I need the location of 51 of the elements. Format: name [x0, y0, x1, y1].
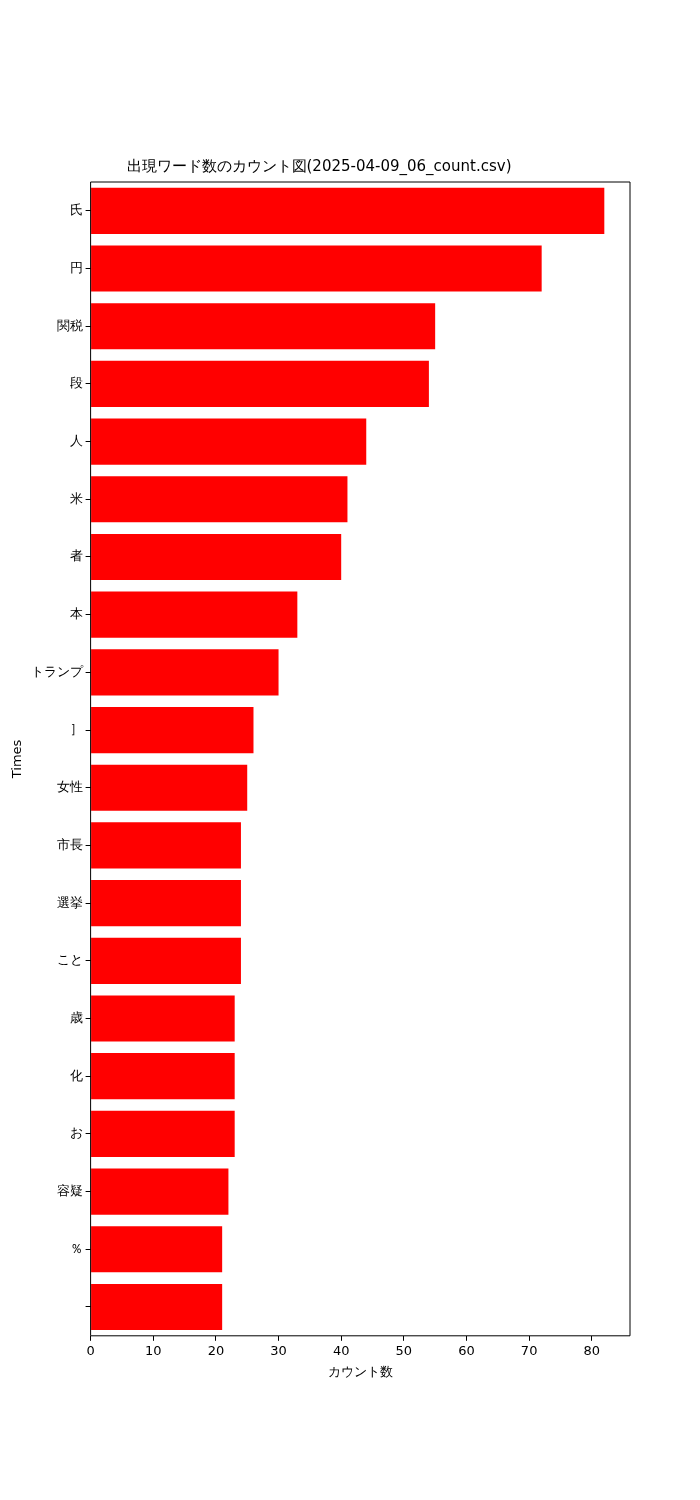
- y-tick-label: ％: [69, 1240, 83, 1256]
- y-tick-label: 本: [69, 606, 83, 622]
- y-tick-label: 女性: [56, 779, 83, 795]
- bar: [91, 245, 542, 292]
- bar: [91, 880, 241, 927]
- y-tick-label: 円: [69, 259, 83, 275]
- bar: [91, 303, 436, 350]
- y-tick-label: 人: [69, 432, 83, 448]
- bar: [91, 1168, 229, 1215]
- bar: [91, 591, 298, 638]
- bar: [91, 418, 367, 465]
- bar: [91, 476, 348, 523]
- bar: [91, 649, 279, 696]
- bar: [91, 533, 342, 581]
- bar: [91, 187, 605, 234]
- y-tick-label: 歳: [69, 1009, 83, 1025]
- x-tick-label: 50: [395, 1342, 413, 1358]
- y-tick-label: 化: [69, 1067, 83, 1083]
- y-tick-label: こと: [56, 952, 83, 968]
- y-tick-label: ］: [69, 721, 83, 737]
- bar: [91, 1053, 235, 1100]
- y-tick-label: 段: [69, 375, 83, 391]
- x-tick-label: 60: [458, 1342, 475, 1358]
- bar: [91, 1110, 235, 1157]
- x-tick-label: 80: [583, 1342, 601, 1358]
- y-tick-label: 米: [69, 490, 83, 506]
- x-tick-label: 40: [332, 1342, 350, 1358]
- y-axis-title: Times: [9, 739, 25, 780]
- bar: [91, 764, 248, 811]
- y-tick-label: 容疑: [56, 1182, 83, 1198]
- y-tick-label: 市長: [56, 836, 83, 852]
- bar: [91, 995, 235, 1042]
- y-tick-label: お: [69, 1125, 83, 1141]
- x-tick-label: 10: [144, 1342, 162, 1358]
- bar: [91, 1283, 223, 1331]
- y-tick-label: 選挙: [56, 894, 83, 910]
- x-tick-label: 20: [207, 1342, 225, 1358]
- bar: [91, 360, 429, 407]
- bar: [91, 822, 241, 869]
- y-tick-label: 者: [69, 548, 83, 564]
- y-tick-label: 関税: [56, 317, 83, 333]
- x-tick-label: 70: [520, 1342, 538, 1358]
- y-tick-label: 氏: [69, 202, 83, 218]
- x-axis-title: カウント数: [327, 1363, 393, 1379]
- y-tick-label: トランプ: [30, 663, 84, 679]
- x-tick-label: 30: [270, 1342, 287, 1358]
- x-tick-label: 0: [86, 1342, 95, 1358]
- bar: [91, 937, 241, 984]
- bar: [91, 706, 254, 754]
- chart-title: 出現ワード数のカウント図(2025-04-09_06_count.csv): [126, 156, 512, 176]
- bar: [91, 1226, 223, 1273]
